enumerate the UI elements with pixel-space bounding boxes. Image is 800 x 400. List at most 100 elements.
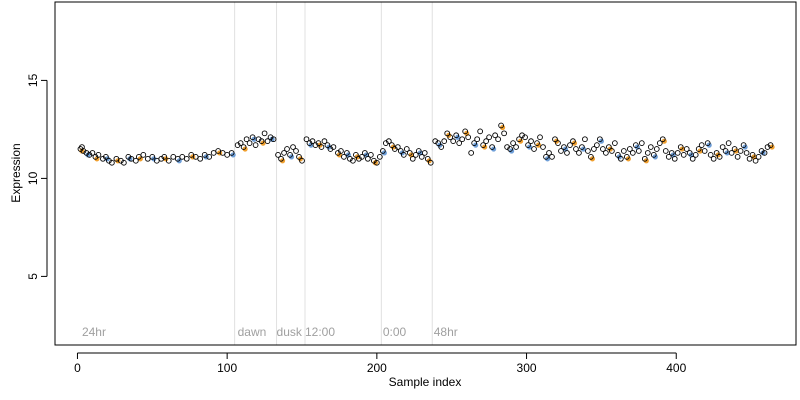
data-point <box>737 148 744 154</box>
data-point <box>400 152 407 158</box>
x-tick-label: 200 <box>367 361 387 375</box>
data-point <box>656 140 663 146</box>
y-tick-label: 15 <box>26 73 40 87</box>
data-point <box>507 146 513 152</box>
data-point <box>453 132 460 139</box>
data-point <box>597 136 603 143</box>
data-point <box>109 159 115 166</box>
data-point <box>761 150 768 156</box>
data-point <box>341 153 347 160</box>
data-point <box>290 144 296 150</box>
data-point <box>668 150 675 156</box>
annotation-label: dawn <box>238 325 267 339</box>
data-point <box>188 152 195 158</box>
data-point <box>388 142 395 148</box>
data-point <box>385 138 392 145</box>
data-point <box>483 138 489 145</box>
data-point <box>710 155 717 162</box>
y-tick-label: 5 <box>26 273 40 280</box>
data-point <box>144 155 151 162</box>
data-point <box>149 153 156 160</box>
data-point <box>447 134 454 141</box>
data-point <box>89 150 96 156</box>
data-point <box>435 140 442 146</box>
data-point <box>113 155 120 162</box>
data-point <box>612 140 618 146</box>
data-point <box>165 157 172 164</box>
data-point <box>713 150 720 156</box>
data-point <box>270 136 277 143</box>
data-point <box>743 150 750 156</box>
data-point <box>418 153 425 160</box>
data-point <box>686 150 693 156</box>
segment-separators <box>234 2 433 345</box>
data-point <box>170 153 177 160</box>
data-point <box>427 159 434 166</box>
data-point <box>210 150 217 156</box>
data-point <box>192 153 199 160</box>
data-point <box>421 150 428 156</box>
data-point <box>719 144 726 150</box>
data-point <box>161 153 168 160</box>
data-point <box>498 122 504 129</box>
data-point <box>174 155 181 162</box>
x-axis-label: Sample index <box>389 375 462 389</box>
data-point <box>303 136 310 143</box>
data-point <box>224 152 231 158</box>
x-tick-label: 100 <box>217 361 237 375</box>
data-point <box>140 152 147 158</box>
data-point <box>501 130 507 137</box>
data-point <box>528 138 534 145</box>
data-point <box>379 148 386 154</box>
data-point <box>561 144 567 150</box>
data-point <box>243 136 250 143</box>
data-point <box>626 146 633 152</box>
data-point <box>350 157 356 164</box>
data-point <box>228 150 235 156</box>
data-point <box>362 150 368 156</box>
data-point <box>632 142 639 148</box>
data-point <box>585 148 591 154</box>
data-point <box>609 148 615 154</box>
data-point <box>591 146 597 152</box>
data-point <box>525 142 531 148</box>
data-point <box>555 140 561 146</box>
data-point <box>671 155 678 162</box>
data-point <box>424 155 431 162</box>
data-point <box>468 150 475 156</box>
data-point <box>594 142 600 148</box>
data-point <box>665 153 672 160</box>
data-point <box>516 136 522 143</box>
data-point <box>179 153 186 160</box>
data-point <box>603 150 609 156</box>
data-point <box>534 140 540 146</box>
data-point <box>406 150 413 156</box>
data-point <box>215 148 222 154</box>
data-point <box>284 146 290 152</box>
data-point <box>471 140 478 146</box>
data-point <box>315 140 322 146</box>
data-point <box>183 155 190 162</box>
data-point <box>606 144 612 150</box>
data-point <box>368 152 374 158</box>
data-point <box>695 146 702 152</box>
data-point <box>492 132 498 139</box>
data-point <box>510 140 516 146</box>
data-point <box>576 150 582 156</box>
data-point <box>441 138 448 145</box>
data-point <box>558 148 564 154</box>
data-point <box>128 155 135 162</box>
data-point <box>620 148 627 154</box>
data-point <box>653 146 660 152</box>
data-point <box>344 150 350 156</box>
data-point <box>638 140 645 146</box>
data-point <box>264 138 271 145</box>
data-point <box>353 152 359 158</box>
data-point <box>252 142 259 148</box>
data-point <box>698 142 705 148</box>
segment-annotations: 24hr dawn dusk 12:00 0:00 48hr <box>82 325 458 339</box>
data-point <box>707 152 714 158</box>
data-point <box>415 148 422 154</box>
